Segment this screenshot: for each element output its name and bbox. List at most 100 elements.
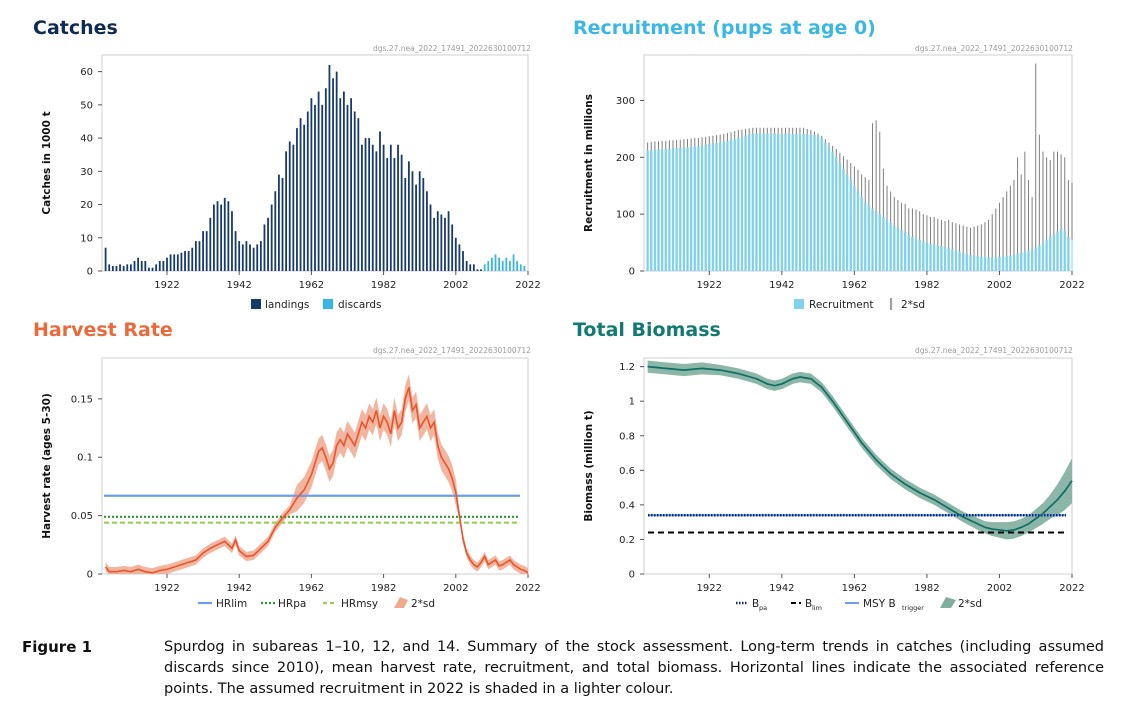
discards-bar — [498, 257, 501, 271]
recruitment-bar — [798, 134, 802, 271]
landings-bar — [440, 214, 443, 271]
recruitment-bar — [936, 245, 939, 271]
recruitment-bar — [693, 146, 696, 271]
x-tick-label: 1922 — [697, 583, 722, 594]
y-tick-label: 0.1 — [77, 453, 93, 464]
x-tick-label: 2002 — [987, 583, 1012, 594]
landings-bar — [480, 269, 482, 271]
legend-recruitment-swatch — [794, 299, 804, 309]
landings-bar — [436, 211, 439, 271]
landings-bar — [288, 141, 291, 271]
landings-bar — [166, 257, 168, 271]
recruitment-bar — [762, 133, 765, 271]
recruitment-bar — [943, 247, 947, 271]
recruitment-bar — [1056, 231, 1059, 271]
recruitment-bar — [682, 147, 686, 271]
discards-bar — [512, 254, 515, 271]
recruitment-bar — [777, 134, 780, 271]
y-tick-label: 1 — [629, 397, 635, 408]
recruitment-bar — [1005, 256, 1008, 271]
landings-bar — [173, 254, 176, 271]
recruitment-bar — [925, 242, 929, 271]
y-tick-label: 1.2 — [619, 362, 635, 373]
landings-bar — [389, 144, 392, 271]
x-tick-label: 2002 — [443, 583, 468, 594]
recruitment-bar — [864, 202, 867, 271]
legend-2sd-swatch — [940, 597, 956, 608]
recruitment-bar — [860, 197, 863, 271]
landings-bar — [140, 261, 143, 271]
landings-bar — [415, 184, 417, 271]
recruitment-bar — [824, 142, 827, 271]
landings-bar — [292, 144, 295, 271]
landings-bar — [252, 247, 255, 271]
landings-bar — [162, 261, 165, 271]
x-tick-label: 1982 — [371, 280, 396, 291]
landings-bar — [339, 98, 342, 271]
recruitment-bar — [874, 211, 878, 271]
recruitment-bar — [831, 151, 834, 271]
x-tick-label: 1942 — [769, 280, 794, 291]
x-tick-label: 1922 — [697, 280, 722, 291]
landings-bar — [379, 131, 381, 271]
recruitment-bar — [896, 227, 900, 271]
landings-bar — [115, 266, 118, 271]
recruitment-bar — [940, 245, 943, 271]
recruitment-bar — [802, 134, 805, 271]
recruitment-bar — [700, 145, 704, 271]
landings-bar — [321, 104, 324, 271]
x-tick-label: 1962 — [299, 583, 324, 594]
recruitment-bar — [882, 217, 885, 271]
recruitment-bar — [1030, 249, 1034, 271]
recruitment-bar — [998, 256, 1001, 271]
legend-2sd-label: 2*sd — [958, 598, 982, 610]
landings-bar — [227, 201, 230, 271]
recruitment-bar — [983, 256, 987, 271]
recruitment-bar — [657, 149, 660, 271]
landings-bar — [122, 266, 125, 271]
landings-bar — [476, 269, 479, 271]
y-tick-label: 60 — [80, 67, 93, 78]
landings-bar — [465, 261, 468, 271]
x-tick-label: 1962 — [842, 583, 867, 594]
legend-blim-subscript: lim — [812, 604, 822, 612]
landings-bar — [176, 254, 179, 271]
legend-blim-label: B — [805, 598, 812, 610]
landings-bar — [137, 257, 140, 271]
landings-bar — [422, 177, 425, 271]
landings-bar — [350, 98, 353, 271]
landings-bar — [184, 251, 186, 271]
landings-bar — [256, 244, 259, 271]
discards-bar — [509, 261, 511, 271]
harvest-chart: 1922 1942 1962 1982 2002 2022 0 0.05 0.1 0.15 Harv… — [41, 357, 541, 610]
landings-bar — [220, 204, 223, 271]
figure-caption: Spurdog in subareas 1–10, 12, and 14. Su… — [164, 639, 1104, 697]
landings-bar — [346, 104, 349, 271]
legend-discards-swatch — [323, 299, 333, 309]
recruitment-bar — [1070, 239, 1074, 271]
recruitment-bar — [784, 134, 787, 271]
landings-bar — [335, 71, 338, 271]
landings-bar — [267, 217, 269, 271]
recruitment-bar — [976, 256, 979, 271]
legend-hrpa-label: HRpa — [278, 598, 306, 610]
x-tick-label: 2022 — [515, 280, 540, 291]
y-tick-label: 0 — [87, 570, 93, 581]
landings-bar — [213, 204, 215, 271]
landings-bar — [209, 217, 212, 271]
recruitment-bar — [715, 143, 718, 271]
recruitment-bar — [893, 225, 896, 271]
landings-bar — [357, 118, 360, 271]
x-tick-label: 1962 — [842, 280, 867, 291]
recruitment-bar — [900, 230, 903, 271]
catches-source-code: dgs.27.nea_2022_17491_2022630100712 — [373, 44, 531, 53]
legend-sd-label: 2*sd — [901, 299, 925, 311]
biomass-chart: 1922 1942 1962 1982 2002 2022 0 0.2 0.4 0.6 0.8 1 1.… — [583, 357, 1085, 612]
recruitment-bar — [650, 149, 653, 271]
discards-bar — [494, 254, 497, 271]
discards-bar — [483, 264, 486, 271]
recruitment-bar — [961, 252, 965, 271]
y-tick-label: 50 — [80, 100, 93, 111]
recruitment-bar — [744, 135, 747, 271]
landings-bar — [198, 241, 201, 271]
